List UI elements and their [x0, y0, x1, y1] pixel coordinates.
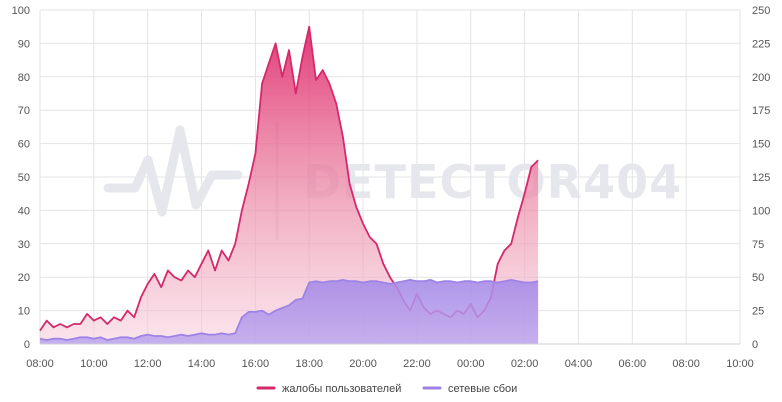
- legend-label-1: жалобы пользователей: [282, 383, 401, 395]
- y-left-tick-label: 100: [12, 5, 30, 17]
- y-right-tick-label: 175: [752, 105, 770, 117]
- y-left-tick-label: 50: [18, 172, 30, 184]
- y-left-tick-label: 20: [18, 272, 30, 284]
- y-right-tick-label: 75: [752, 239, 764, 251]
- x-tick-label: 18:00: [295, 358, 323, 370]
- x-tick-label: 02:00: [511, 358, 539, 370]
- x-tick-label: 08:00: [26, 358, 54, 370]
- x-tick-label: 10:00: [80, 358, 108, 370]
- y-left-tick-label: 90: [18, 38, 30, 50]
- pulse-logo-icon: [103, 125, 243, 217]
- y-right-tick-label: 100: [752, 205, 770, 217]
- x-tick-label: 20:00: [349, 358, 377, 370]
- legend: жалобы пользователей сетевые сбои: [256, 383, 517, 395]
- y-right-tick-label: 150: [752, 139, 770, 151]
- y-left-tick-label: 70: [18, 105, 30, 117]
- x-tick-label: 22:00: [403, 358, 431, 370]
- y-right-tick-label: 0: [752, 339, 758, 351]
- x-tick-label: 12:00: [134, 358, 162, 370]
- legend-label-2: сетевые сбои: [448, 383, 517, 395]
- x-tick-label: 06:00: [619, 358, 647, 370]
- series-area-2: [40, 279, 539, 344]
- y-right-tick-label: 225: [752, 38, 770, 50]
- watermark-text: DETECTOR404: [303, 155, 682, 209]
- x-tick-label: 16:00: [242, 358, 270, 370]
- y-left-tick-label: 30: [18, 239, 30, 251]
- x-tick-label: 00:00: [457, 358, 485, 370]
- y-right-tick-label: 125: [752, 172, 770, 184]
- y-right-tick-label: 200: [752, 72, 770, 84]
- x-tick-label: 10:00: [726, 358, 754, 370]
- y-right-tick-label: 25: [752, 306, 764, 318]
- y-left-tick-label: 0: [24, 339, 30, 351]
- y-right-tick-label: 50: [752, 272, 764, 284]
- y-left-tick-label: 10: [18, 306, 30, 318]
- y-left-tick-label: 80: [18, 72, 30, 84]
- y-left-tick-label: 40: [18, 205, 30, 217]
- plot-area: [39, 25, 539, 344]
- series-line-2: [39, 279, 539, 341]
- x-tick-label: 08:00: [672, 358, 700, 370]
- y-left-tick-label: 60: [18, 139, 30, 151]
- watermark: DETECTOR404: [103, 122, 682, 240]
- x-tick-label: 14:00: [188, 358, 216, 370]
- axes: 0 10 20 30 40 50 60 70 80 90 100 0 25 50 75 100 125 150 17…: [12, 5, 771, 370]
- series-area-1: [40, 26, 539, 344]
- y-right-tick-label: 250: [752, 5, 770, 17]
- x-tick-label: 04:00: [565, 358, 593, 370]
